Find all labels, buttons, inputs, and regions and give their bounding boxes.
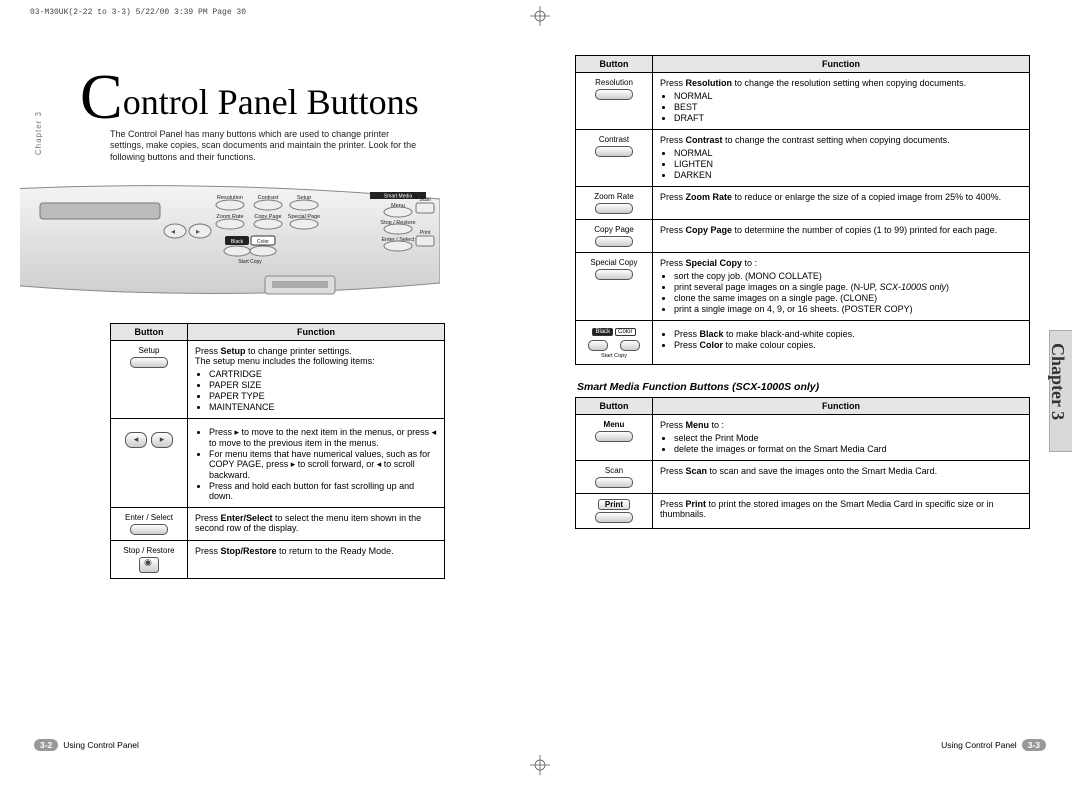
button-cell: Zoom Rate	[576, 187, 653, 220]
svg-text:Black: Black	[231, 239, 244, 245]
svg-text:Color: Color	[257, 239, 269, 245]
svg-text:Start Copy: Start Copy	[238, 259, 262, 265]
th-function: Function	[188, 323, 445, 340]
function-cell: Press Print to print the stored images o…	[653, 494, 1030, 529]
footer-left: 3-2 Using Control Panel	[34, 739, 139, 751]
button-cell: Setup	[111, 340, 188, 418]
svg-text:Print: Print	[420, 230, 431, 236]
print-slug: 03-M30UK(2-22 to 3-3) 5/22/00 3:39 PM Pa…	[30, 8, 246, 17]
button-cell: ◂▸	[111, 418, 188, 507]
th-button: Button	[576, 398, 653, 415]
chapter-tab-left: Chapter 3	[34, 111, 43, 155]
function-cell: Press Copy Page to determine the number …	[653, 220, 1030, 253]
svg-text:◂: ◂	[171, 227, 175, 236]
button-cell: Copy Page	[576, 220, 653, 253]
function-cell: Press Contrast to change the contrast se…	[653, 130, 1030, 187]
chapter-tab-right: Chapter 3	[1047, 343, 1068, 420]
button-cell: Print	[576, 494, 653, 529]
page-spread: Chapter 3 Control Panel Buttons The Cont…	[30, 55, 1050, 755]
crop-mark-bottom	[530, 755, 550, 775]
page-num-left: 3-2	[34, 739, 58, 751]
th-function: Function	[653, 398, 1030, 415]
function-cell: Press Enter/Select to select the menu it…	[188, 507, 445, 540]
svg-text:Smart Media: Smart Media	[384, 193, 413, 199]
button-cell: Scan	[576, 461, 653, 494]
button-cell: BlackColorStart Copy	[576, 321, 653, 365]
title-rest: ontrol Panel Buttons	[123, 82, 419, 122]
function-cell: Press Resolution to change the resolutio…	[653, 73, 1030, 130]
control-panel-illustration: ◂ ▸ ResolutionContrastSetup Zoom RateCop…	[20, 181, 440, 311]
right-function-table-a: Button Function ResolutionPress Resoluti…	[575, 55, 1030, 365]
svg-text:▸: ▸	[196, 227, 200, 236]
intro-text: The Control Panel has many buttons which…	[110, 129, 420, 163]
svg-text:Scan: Scan	[419, 197, 431, 203]
footer-right-text: Using Control Panel	[941, 740, 1017, 750]
button-cell: Enter / Select	[111, 507, 188, 540]
function-cell: Press Setup to change printer settings.T…	[188, 340, 445, 418]
button-cell: Resolution	[576, 73, 653, 130]
function-cell: Press Zoom Rate to reduce or enlarge the…	[653, 187, 1030, 220]
footer-right: Using Control Panel 3-3	[941, 739, 1046, 751]
function-cell: Press Scan to scan and save the images o…	[653, 461, 1030, 494]
th-button: Button	[576, 56, 653, 73]
footer-left-text: Using Control Panel	[63, 740, 139, 750]
left-page: Chapter 3 Control Panel Buttons The Cont…	[30, 55, 505, 755]
right-page: Chapter 3 Button Function ResolutionPres…	[575, 55, 1050, 755]
button-cell: Contrast	[576, 130, 653, 187]
page-title: Control Panel Buttons	[80, 75, 505, 123]
page-num-right: 3-3	[1022, 739, 1046, 751]
button-cell: Menu	[576, 415, 653, 461]
smart-media-subhead: Smart Media Function Buttons (SCX-1000S …	[577, 381, 1030, 393]
function-cell: Press ▸ to move to the next item in the …	[188, 418, 445, 507]
button-cell: Special Copy	[576, 253, 653, 321]
th-button: Button	[111, 323, 188, 340]
function-cell: Press Stop/Restore to return to the Read…	[188, 540, 445, 578]
title-dropcap: C	[80, 61, 123, 132]
left-function-table: Button Function SetupPress Setup to chan…	[110, 323, 445, 579]
th-function: Function	[653, 56, 1030, 73]
crop-mark-top	[530, 6, 550, 26]
function-cell: Press Special Copy to :sort the copy job…	[653, 253, 1030, 321]
button-cell: Stop / Restore	[111, 540, 188, 578]
function-cell: Press Menu to :select the Print Modedele…	[653, 415, 1030, 461]
function-cell: Press Black to make black-and-white copi…	[653, 321, 1030, 365]
right-function-table-b: Button Function MenuPress Menu to :selec…	[575, 397, 1030, 529]
